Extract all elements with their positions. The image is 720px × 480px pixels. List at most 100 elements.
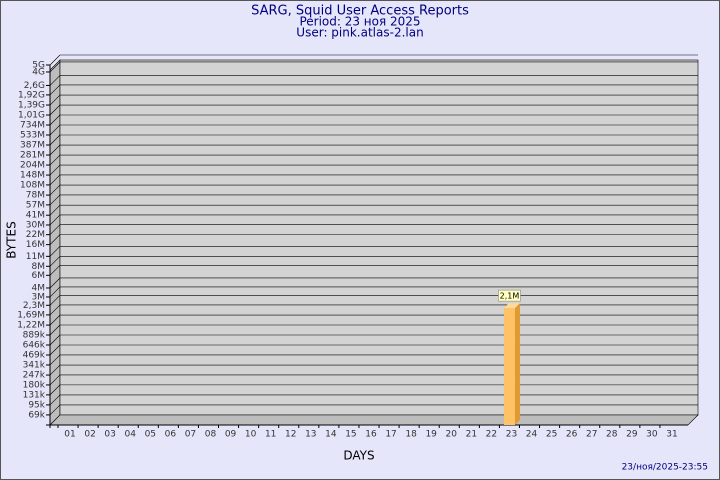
grid-line xyxy=(49,334,61,346)
grid-line xyxy=(49,84,61,96)
y-tick-label: 95k xyxy=(28,400,45,410)
timestamp: 23/ноя/2025-23:55 xyxy=(622,463,708,473)
x-tick-label: 27 xyxy=(586,430,597,440)
grid-line xyxy=(49,204,61,216)
y-tick-label: 11M xyxy=(26,252,45,262)
y-tick-label: 204M xyxy=(20,161,45,171)
x-tick-label: 15 xyxy=(345,430,356,440)
x-tick-label: 08 xyxy=(205,430,217,440)
x-axis-label: DAYS xyxy=(343,449,374,463)
grid-line xyxy=(49,344,61,356)
grid-line xyxy=(49,374,61,386)
x-tick-label: 21 xyxy=(466,430,477,440)
floor xyxy=(49,414,699,426)
grid-line xyxy=(49,54,61,66)
y-tick-label: 69k xyxy=(28,410,45,420)
x-tick-label: 01 xyxy=(64,430,75,440)
grid-line xyxy=(49,394,61,406)
y-tick-label: 8M xyxy=(32,262,46,272)
x-tick-label: 30 xyxy=(646,430,658,440)
x-tick-label: 12 xyxy=(285,430,296,440)
y-tick-label: 22M xyxy=(26,230,45,240)
grid-line xyxy=(49,194,61,206)
y-tick-label: 108M xyxy=(20,180,45,190)
grid-line xyxy=(49,246,61,257)
y-tick-label: 41M xyxy=(26,211,45,221)
x-tick-label: 05 xyxy=(145,430,156,440)
y-tick-label: 1,22M xyxy=(17,321,45,331)
x-tick-label: 03 xyxy=(104,430,115,440)
x-tick-label: 06 xyxy=(165,430,177,440)
y-tick-label: 4G xyxy=(32,67,45,77)
grid-line xyxy=(49,94,61,106)
value-label: 2,1M xyxy=(500,292,520,301)
y-tick-label: 30M xyxy=(26,220,45,230)
x-tick-label: 11 xyxy=(265,430,276,440)
grid-line xyxy=(49,114,61,126)
grid-line xyxy=(49,134,61,146)
chart-title: SARG, Squid User Access Reports xyxy=(251,4,469,19)
y-tick-label: 16M xyxy=(26,240,45,250)
x-tick-label: 16 xyxy=(365,430,377,440)
y-tick-label: 180k xyxy=(23,380,46,390)
y-tick-label: 57M xyxy=(26,200,45,210)
grid-line xyxy=(49,144,61,156)
y-tick-label: 1,92G xyxy=(18,90,45,100)
grid-line xyxy=(49,286,61,298)
x-tick-label: 25 xyxy=(546,430,557,440)
grid-line xyxy=(49,265,61,276)
x-tick-label: 02 xyxy=(84,430,95,440)
grid-line xyxy=(49,324,61,336)
x-tick-label: 22 xyxy=(486,430,497,440)
plot-back xyxy=(59,59,699,416)
y-tick-label: 131k xyxy=(23,390,46,400)
y-tick-label: 78M xyxy=(26,191,45,201)
x-tick-label: 26 xyxy=(566,430,578,440)
x-tick-label: 14 xyxy=(325,430,337,440)
x-tick-label: 10 xyxy=(245,430,257,440)
grid-line xyxy=(49,61,61,73)
grid-line xyxy=(49,364,61,376)
y-tick-label: 469k xyxy=(23,351,46,361)
x-tick-label: 17 xyxy=(385,430,396,440)
y-tick-label: 5G xyxy=(32,61,45,71)
x-tick-label: 13 xyxy=(305,430,316,440)
y-tick-label: 533M xyxy=(20,131,45,141)
grid-line xyxy=(49,354,61,366)
x-tick-label: 28 xyxy=(606,430,618,440)
y-tick-label: 4M xyxy=(32,283,46,293)
grid-line xyxy=(49,314,61,326)
y-tick-label: 341k xyxy=(23,360,46,370)
grid-line xyxy=(49,384,61,396)
grid-line xyxy=(49,154,61,166)
grid-line xyxy=(49,234,61,245)
y-tick-label: 1,01G xyxy=(18,111,45,121)
x-tick-label: 20 xyxy=(446,430,458,440)
x-tick-label: 07 xyxy=(185,430,196,440)
y-tick-label: 281M xyxy=(20,151,45,161)
grid-line xyxy=(49,214,61,226)
bar xyxy=(503,308,515,425)
y-tick-label: 1,39G xyxy=(18,101,45,111)
grid-line xyxy=(49,174,61,186)
x-tick-label: 29 xyxy=(626,430,638,440)
y-tick-label: 2,6G xyxy=(24,81,45,91)
x-tick-label: 24 xyxy=(526,430,538,440)
grid-line xyxy=(49,164,61,176)
y-tick-label: 3M xyxy=(32,292,46,302)
grid-line xyxy=(49,104,61,116)
grid-line xyxy=(49,184,61,196)
grid-line xyxy=(49,224,61,235)
grid-line xyxy=(49,277,61,289)
bar-side xyxy=(514,303,520,425)
grid-line xyxy=(49,304,61,316)
y-tick-label: 387M xyxy=(20,141,45,151)
grid-line xyxy=(49,295,61,306)
x-tick-label: 09 xyxy=(225,430,237,440)
x-tick-label: 31 xyxy=(666,430,677,440)
grid-line xyxy=(49,75,61,86)
y-tick-label: 1,69M xyxy=(17,310,45,320)
y-tick-label: 889k xyxy=(23,331,46,341)
user: User: pink.atlas-2.lan xyxy=(296,26,423,40)
